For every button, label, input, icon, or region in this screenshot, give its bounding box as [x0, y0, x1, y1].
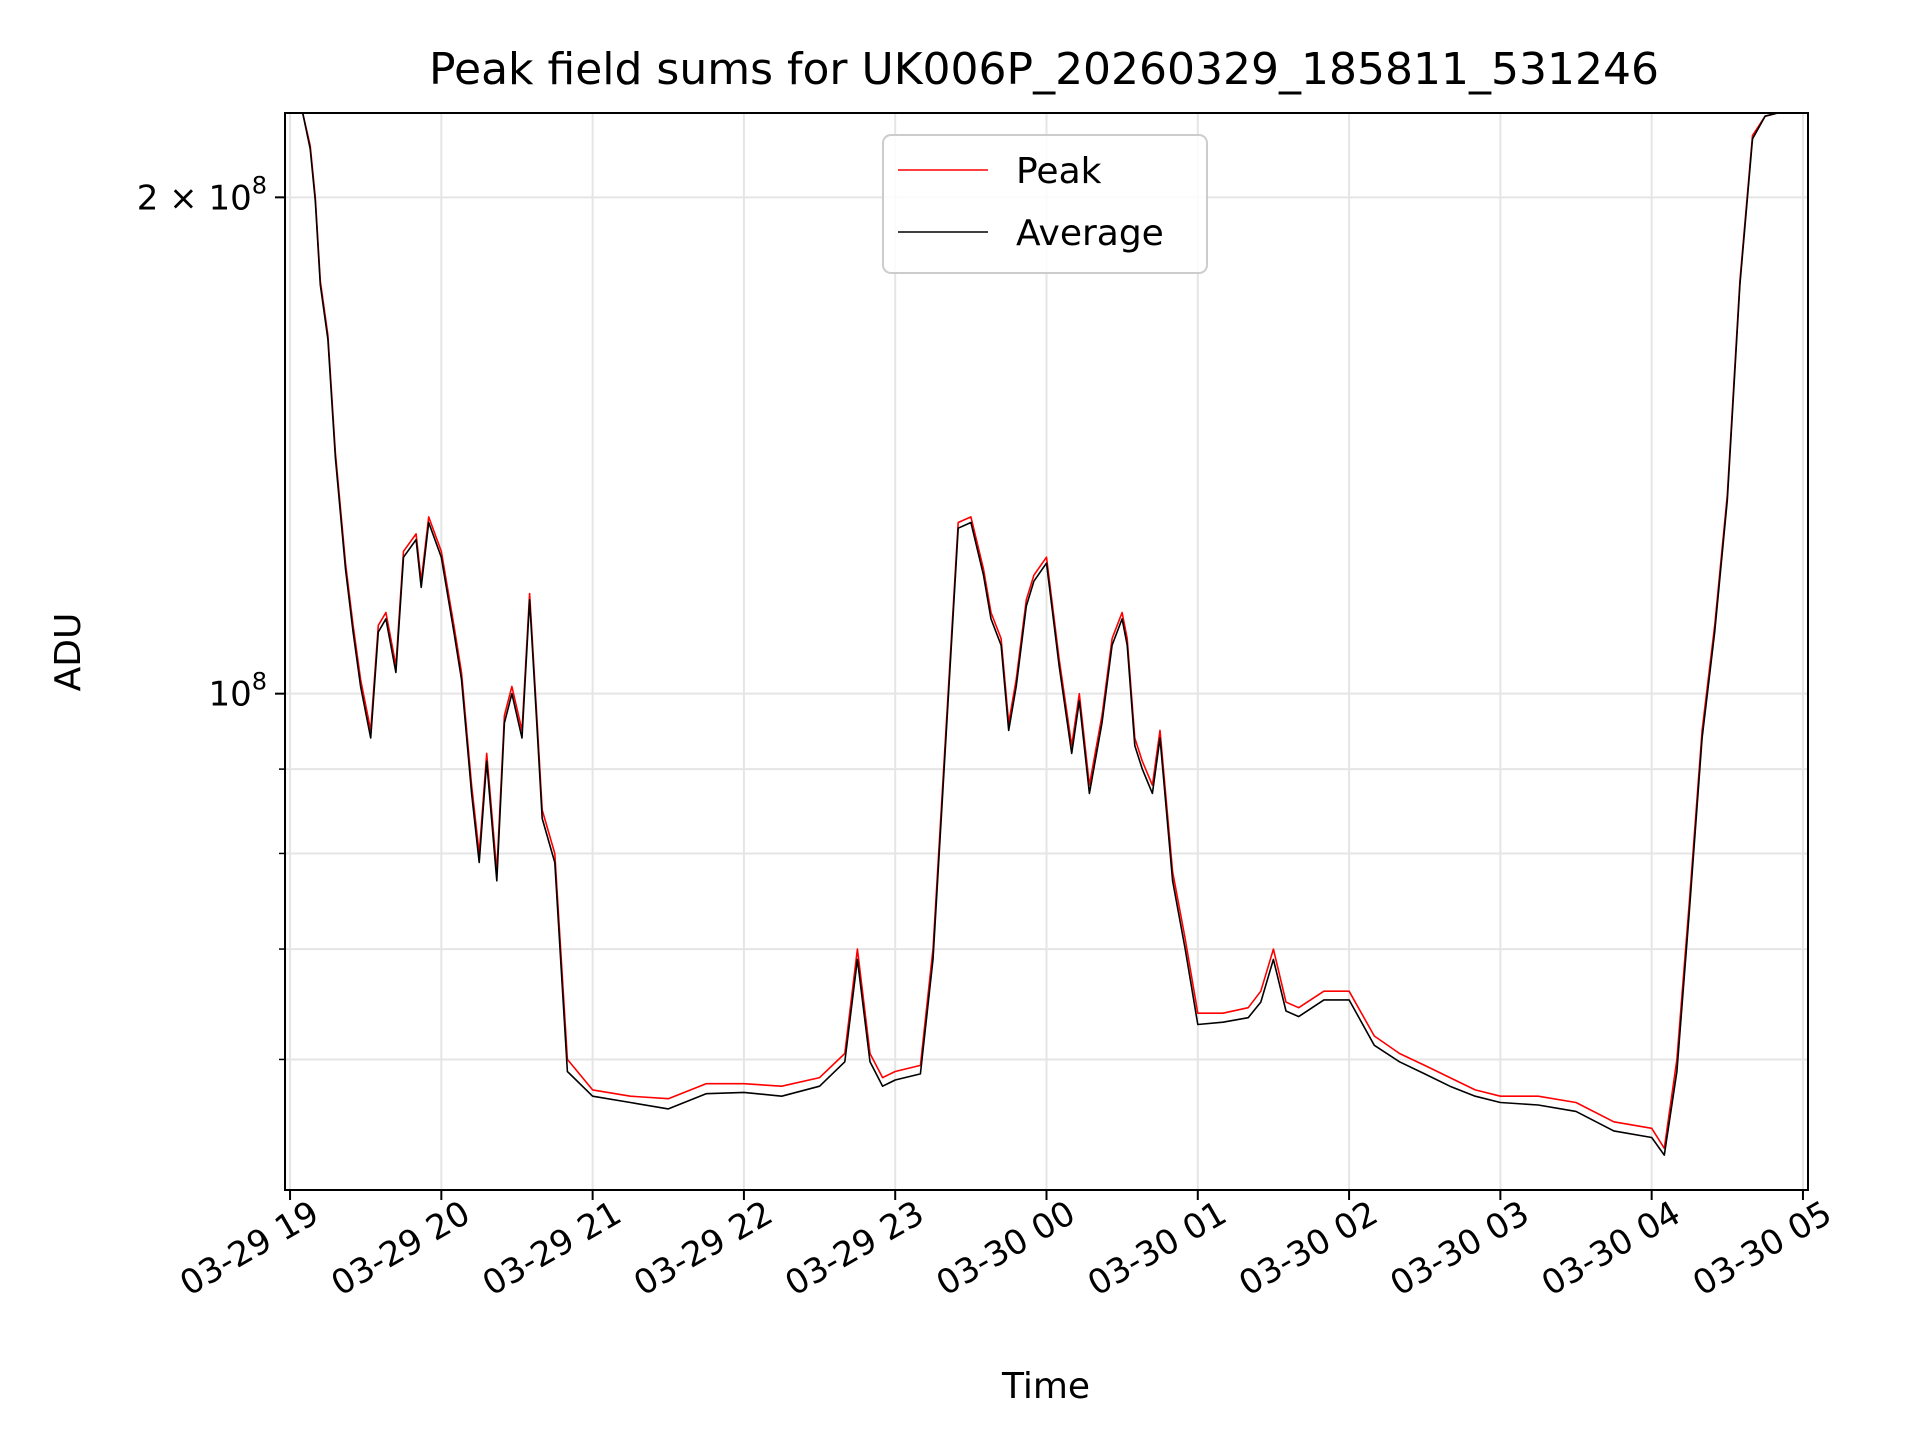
- chart-title: Peak field sums for UK006P_20260329_1858…: [429, 44, 1659, 95]
- y-tick-label: 2 × 108: [137, 171, 267, 218]
- data-lines: [285, 112, 1808, 1156]
- y-axis-label: ADU: [48, 613, 89, 692]
- x-axis-label: Time: [1001, 1366, 1090, 1407]
- series-line-average: [285, 112, 1808, 1156]
- legend-label-peak: Peak: [1016, 151, 1102, 192]
- y-tick-label: 108: [208, 668, 267, 715]
- y-axis: 2 × 108 108: [137, 171, 285, 1061]
- gridlines: [285, 113, 1808, 1190]
- legend: Peak Average: [882, 134, 1208, 274]
- legend-label-average: Average: [1016, 213, 1164, 254]
